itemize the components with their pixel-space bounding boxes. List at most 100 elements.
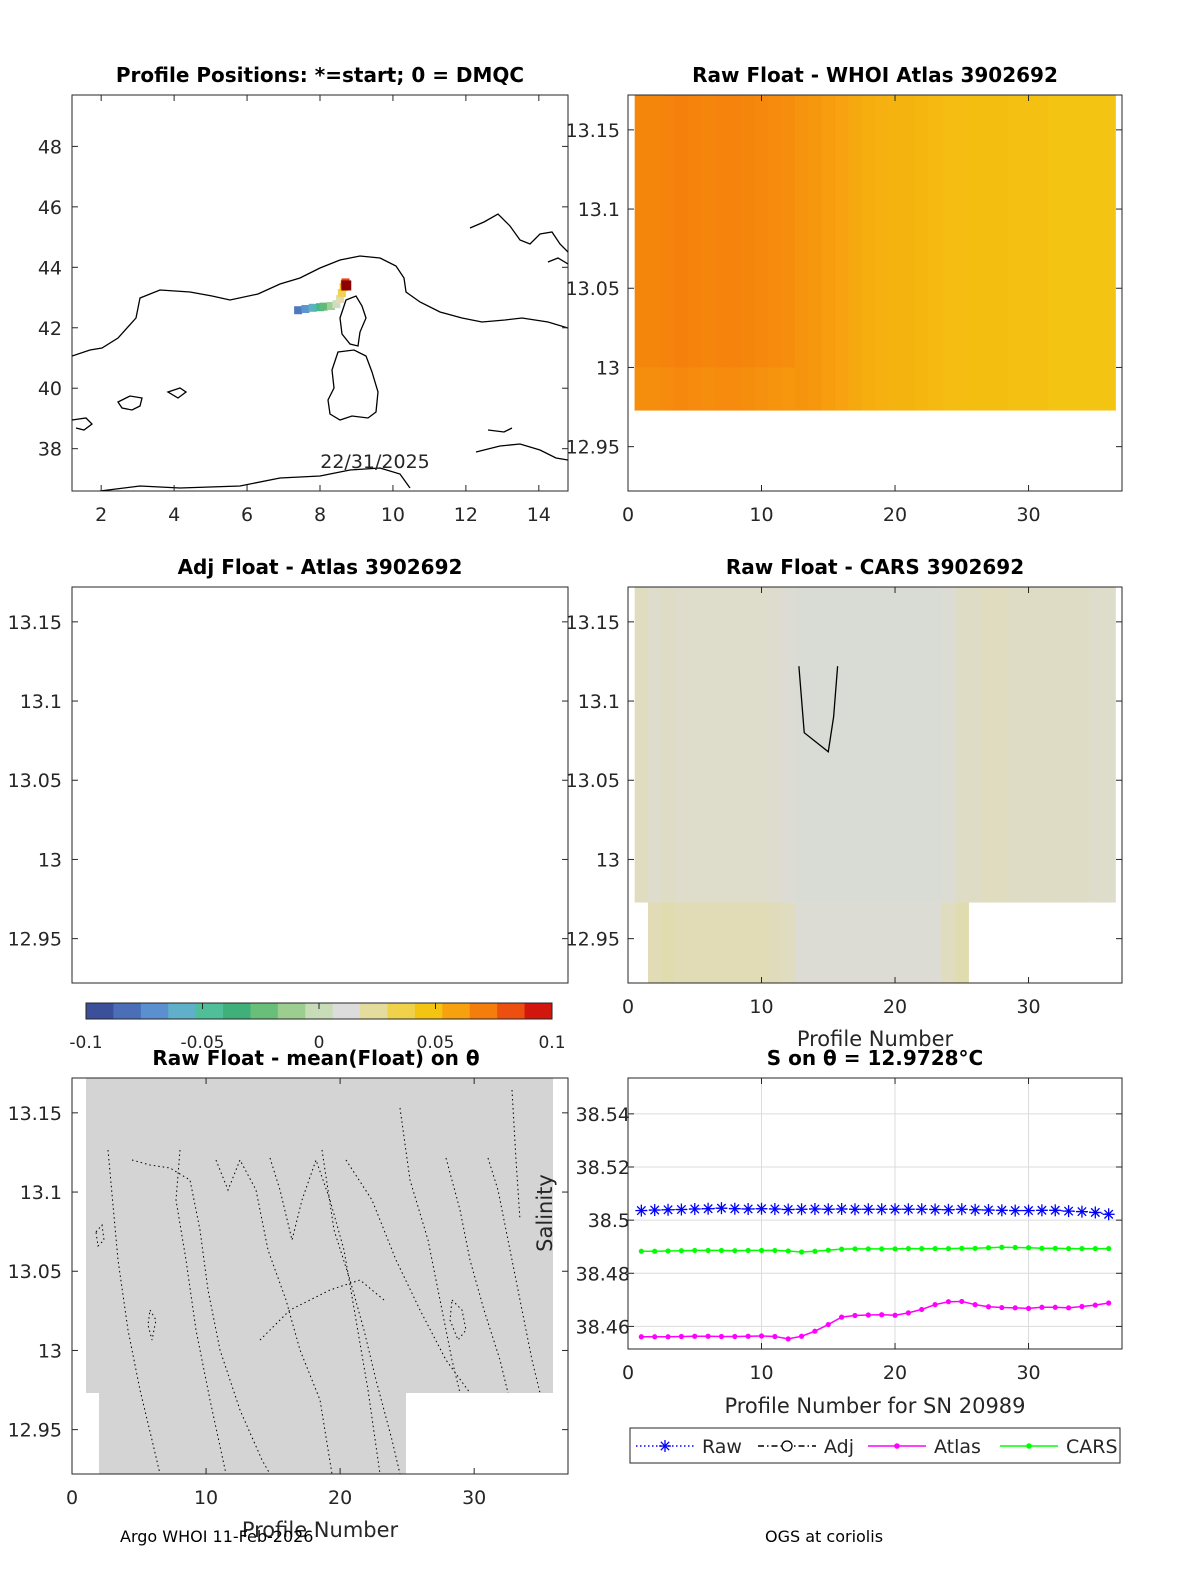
series-point-cars — [1106, 1245, 1112, 1252]
heatmap-cell — [915, 902, 929, 983]
colorbar-cells — [86, 1003, 553, 1019]
series-point-cars — [665, 1248, 671, 1254]
y-tick-label: 13.15 — [566, 120, 620, 142]
coastline-africa-1 — [72, 417, 93, 431]
series-point-atlas — [638, 1334, 644, 1340]
heatmap-cell — [794, 95, 809, 411]
heatmap-cell — [674, 902, 689, 983]
track-point — [326, 301, 335, 310]
heatmap-cell — [714, 587, 729, 903]
x-tick-label: 20 — [328, 1487, 352, 1509]
raw-marker-stroke — [836, 1204, 847, 1214]
colorbar-cell — [387, 1003, 416, 1019]
heatmap-cell — [941, 95, 956, 411]
series-point-atlas — [812, 1328, 818, 1334]
heatmap-cell — [834, 902, 849, 983]
heatmap-cell — [648, 367, 662, 411]
raw-marker — [702, 1202, 715, 1215]
series-point-atlas — [718, 1333, 725, 1340]
series-point-cars — [1012, 1244, 1018, 1251]
raw-marker-stroke — [943, 1205, 954, 1215]
heatmap-cell — [848, 95, 863, 411]
y-tick-label: 13 — [38, 1340, 62, 1362]
raw-cars-contour — [798, 666, 839, 753]
raw-marker — [728, 1202, 741, 1215]
raw-minus-mean-title: Raw Float - mean(Float) on θ — [152, 1046, 479, 1070]
salinity-ylabel: Salinity — [533, 1174, 557, 1252]
x-tick-label: 12 — [454, 504, 478, 526]
heatmap-cell — [928, 95, 943, 411]
x-tick-label: 2 — [95, 504, 107, 526]
contour-line — [259, 1279, 385, 1341]
heatmap-cell — [728, 902, 742, 983]
series-point-atlas — [879, 1312, 885, 1318]
legend-label: CARS — [1066, 1436, 1118, 1458]
y-tick-label: 44 — [38, 257, 62, 279]
raw-marker — [1102, 1208, 1115, 1221]
heatmap-cell — [794, 587, 809, 903]
heatmap-cell — [701, 95, 716, 411]
salinity-ticks: 0 10 20 30 38.46 38.48 38.5 38.52 38.54 — [576, 1078, 1122, 1384]
series-point-atlas — [972, 1302, 978, 1308]
raw-atlas-ticks: 0 10 20 30 12.95 13 13.05 13.1 13.15 — [566, 95, 1122, 526]
colorbar-cell — [497, 1003, 526, 1019]
heatmap-cell — [875, 902, 889, 983]
coastline — [72, 213, 568, 491]
heatmap-cell — [768, 95, 783, 411]
raw-minus-mean-ticks: 0 10 20 30 12.95 13 13.05 13.1 13.15 — [8, 1078, 568, 1509]
heatmap-cell — [661, 587, 676, 903]
coastline-balearic-2 — [166, 387, 188, 399]
heatmap-cell — [781, 367, 796, 411]
series-point-atlas — [905, 1310, 911, 1316]
series-point-cars — [732, 1248, 738, 1254]
x-tick-label: 0 — [622, 996, 634, 1018]
series-point-atlas — [945, 1299, 952, 1305]
series-point-atlas — [865, 1312, 871, 1318]
legend-items: Raw Adj Atlas CARS — [636, 1436, 1118, 1458]
x-tick-label: 6 — [241, 504, 253, 526]
raw-marker — [955, 1203, 968, 1216]
series-point-atlas — [758, 1333, 765, 1339]
y-tick-label: 13.05 — [8, 770, 62, 792]
colorbar-cell — [140, 1003, 169, 1019]
coastline-adriatic-2 — [547, 257, 568, 265]
x-tick-label: 10 — [749, 1362, 773, 1384]
raw-marker-stroke — [890, 1204, 900, 1214]
y-tick-label: 38.5 — [588, 1210, 630, 1232]
contour-line — [131, 1159, 271, 1474]
heatmap-cell — [1035, 587, 1050, 903]
series-cars — [638, 1244, 1112, 1255]
heatmap-cell — [821, 902, 836, 983]
series-point-atlas — [705, 1333, 711, 1339]
raw-marker — [942, 1203, 955, 1216]
heatmap-cell — [901, 587, 916, 903]
heatmap-cell — [634, 367, 649, 411]
raw-marker — [929, 1203, 942, 1216]
colorbar-cell — [332, 1003, 361, 1019]
salinity-legend: Raw Adj Atlas CARS — [629, 1427, 1121, 1464]
series-point-atlas — [892, 1312, 898, 1318]
heatmap-cell — [955, 95, 969, 411]
legend-marker — [894, 1443, 900, 1449]
series-point-atlas — [678, 1333, 685, 1340]
heatmap-cell — [928, 587, 943, 903]
series-point-atlas — [959, 1298, 965, 1305]
float-track — [294, 278, 352, 315]
colorbar-cell — [360, 1003, 389, 1019]
raw-marker-stroke — [863, 1204, 873, 1214]
raw-atlas-heatmap — [634, 95, 1116, 411]
y-tick-label: 13.1 — [20, 1182, 62, 1204]
raw-marker — [742, 1202, 755, 1215]
heatmap-cell — [848, 587, 863, 903]
heatmap-cell — [981, 587, 996, 903]
heatmap-cell — [728, 95, 742, 411]
coastline-balearic-1 — [117, 395, 143, 411]
raw-minus-mean-fill — [86, 1078, 553, 1474]
panel-raw-atlas: Raw Float - WHOI Atlas 3902692 0 10 20 30 12… — [566, 63, 1123, 526]
heatmap-cell — [661, 902, 676, 983]
raw-marker-stroke — [1050, 1205, 1060, 1215]
raw-minus-mean-xlabel: Profile Number — [242, 1518, 399, 1542]
heatmap-cell — [754, 367, 769, 411]
colorbar-cell — [250, 1003, 279, 1019]
coastline-sicily — [475, 443, 568, 461]
